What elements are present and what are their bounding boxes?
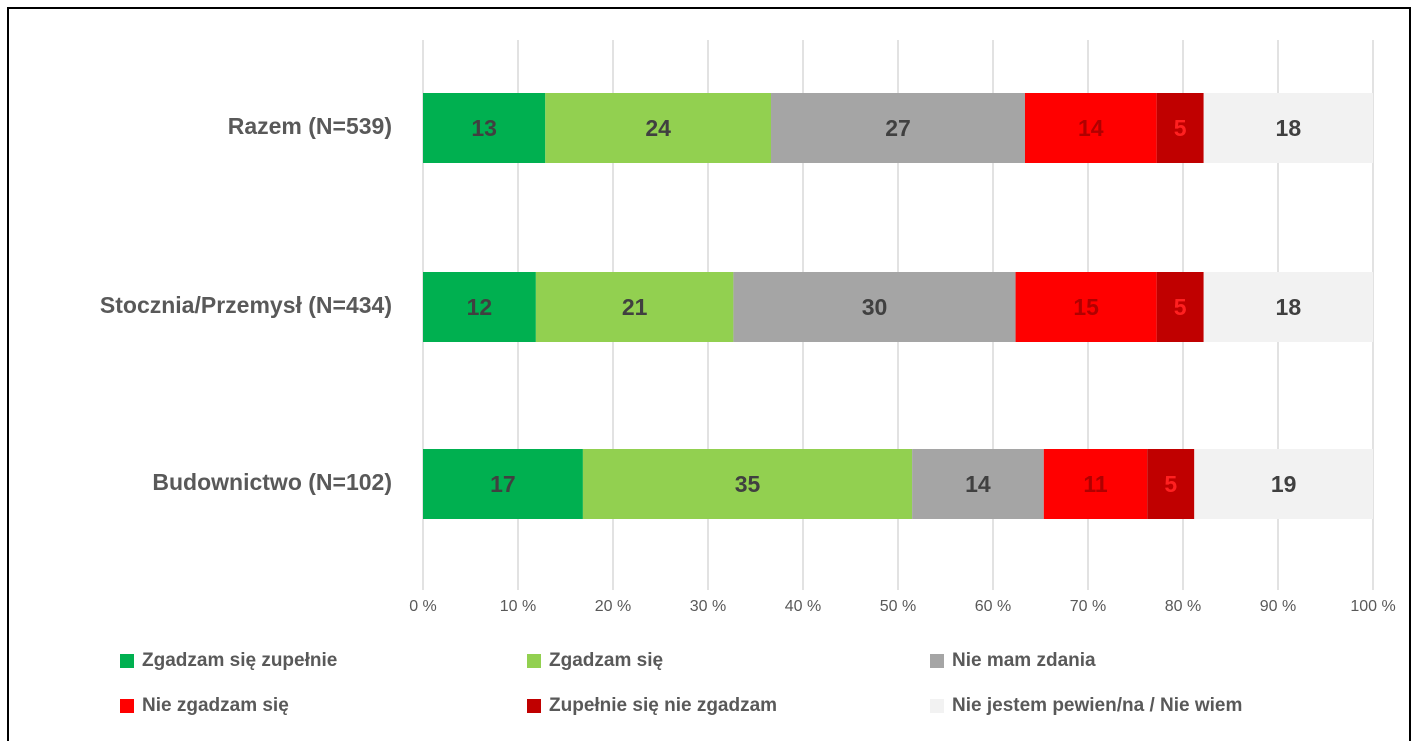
data-label: 35	[735, 471, 761, 497]
x-tick-label: 100 %	[1350, 598, 1395, 615]
legend-label: Zgadzam się zupełnie	[142, 650, 337, 671]
data-label: 5	[1174, 115, 1187, 141]
x-tick-label: 90 %	[1260, 598, 1296, 615]
y-tick-label: Razem (N=539)	[228, 113, 392, 139]
x-tick-label: 40 %	[785, 598, 821, 615]
data-label: 15	[1073, 294, 1099, 320]
legend-swatch	[120, 654, 134, 668]
bar-segment	[1147, 449, 1195, 519]
legend-label: Zupełnie się nie zgadzam	[549, 695, 777, 716]
legend-label: Zgadzam się	[549, 650, 663, 671]
bar-segment	[912, 449, 1044, 519]
data-label: 11	[1083, 471, 1108, 497]
legend-label: Nie zgadzam się	[142, 695, 289, 716]
legend-swatch	[930, 699, 944, 713]
bar-segment	[1043, 449, 1148, 519]
x-tick-label: 30 %	[690, 598, 726, 615]
x-tick-label: 0 %	[409, 598, 437, 615]
x-tick-label: 20 %	[595, 598, 631, 615]
legend-swatch	[527, 699, 541, 713]
x-tick-label: 60 %	[975, 598, 1011, 615]
x-tick-label: 70 %	[1070, 598, 1106, 615]
bar-segment	[423, 272, 536, 342]
data-label: 5	[1164, 471, 1177, 497]
data-label: 19	[1271, 471, 1297, 497]
bar-segment	[423, 93, 546, 163]
data-label: 5	[1174, 294, 1187, 320]
data-label: 14	[1078, 115, 1104, 141]
bar-segment	[1203, 272, 1373, 342]
bar-segment	[733, 272, 1016, 342]
bar-segment	[1024, 93, 1157, 163]
bar-segment	[545, 93, 772, 163]
bar-segment	[1203, 93, 1373, 163]
data-label: 12	[467, 294, 493, 320]
legend-label: Nie jestem pewien/na / Nie wiem	[952, 695, 1242, 716]
x-tick-label: 80 %	[1165, 598, 1201, 615]
bar-segment	[423, 449, 583, 519]
bar-segment	[535, 272, 734, 342]
data-label: 21	[622, 294, 648, 320]
data-label: 30	[862, 294, 888, 320]
bar-segment	[771, 93, 1025, 163]
y-tick-label: Stocznia/Przemysł (N=434)	[100, 292, 392, 318]
data-label: 17	[490, 471, 516, 497]
legend-swatch	[527, 654, 541, 668]
bar-segment	[1156, 272, 1204, 342]
legend-label: Nie mam zdania	[952, 650, 1096, 671]
data-label: 14	[965, 471, 991, 497]
bar-segment	[582, 449, 913, 519]
data-label: 18	[1276, 115, 1302, 141]
legend-swatch	[930, 654, 944, 668]
bar-segment	[1156, 93, 1204, 163]
data-label: 27	[885, 115, 911, 141]
bar-segment	[1015, 272, 1157, 342]
y-tick-label: Budownictwo (N=102)	[152, 469, 392, 495]
bar-segment	[1194, 449, 1373, 519]
data-label: 24	[645, 115, 671, 141]
x-tick-label: 10 %	[500, 598, 536, 615]
data-label: 18	[1276, 294, 1302, 320]
data-label: 13	[471, 115, 497, 141]
x-tick-label: 50 %	[880, 598, 916, 615]
legend-swatch	[120, 699, 134, 713]
